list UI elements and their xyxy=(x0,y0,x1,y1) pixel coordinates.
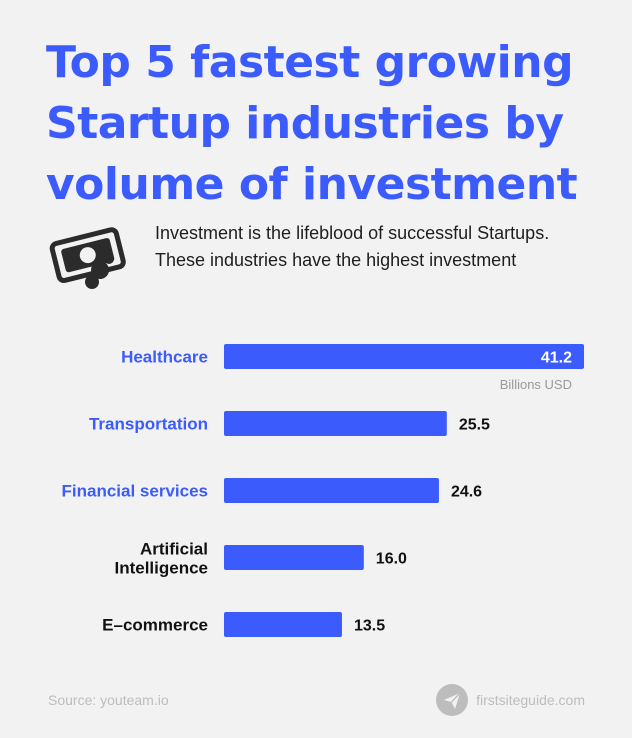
bar xyxy=(224,344,584,369)
value-label: 24.6 xyxy=(451,484,482,501)
value-label: 13.5 xyxy=(354,618,385,635)
source-text: Source: youteam.io xyxy=(48,692,169,708)
bar xyxy=(224,411,447,436)
category-label: Transportation xyxy=(89,415,208,434)
bar xyxy=(224,612,342,637)
money-icon xyxy=(49,227,126,289)
brand-text: firstsiteguide.com xyxy=(476,692,585,708)
paper-plane-icon xyxy=(436,684,469,716)
category-label: Artificial Intelligence xyxy=(114,540,208,578)
intro: Investment is the lifeblood of successfu… xyxy=(48,220,608,306)
intro-text: Investment is the lifeblood of successfu… xyxy=(155,223,550,270)
category-label: Healthcare xyxy=(121,348,208,367)
category-label: E–commerce xyxy=(102,616,208,635)
bar xyxy=(224,545,364,570)
value-label: 25.5 xyxy=(459,417,490,434)
bar-chart: Healthcare 41.2 Billions USD Transportation… xyxy=(62,344,584,637)
page-title: Top 5 fastest growing Startup industries… xyxy=(46,37,578,210)
category-label: Financial services xyxy=(62,482,208,501)
brand: firstsiteguide.com xyxy=(436,684,585,716)
bar xyxy=(224,478,439,503)
unit-label: Billions USD xyxy=(500,377,572,392)
value-label: 41.2 xyxy=(541,350,572,367)
value-label: 16.0 xyxy=(376,551,407,568)
